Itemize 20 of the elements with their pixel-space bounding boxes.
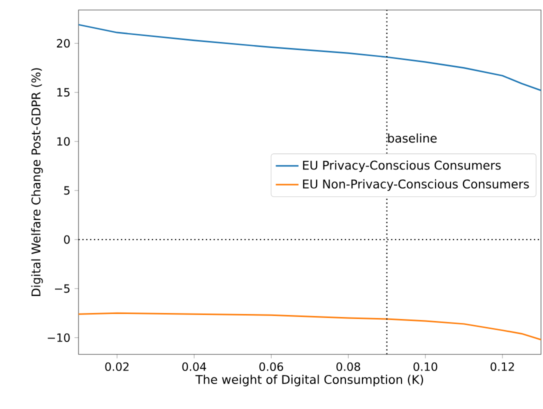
y-tick-label: 10 (57, 137, 70, 146)
x-tick-label: 0.10 (414, 362, 438, 371)
y-tick-label: 15 (57, 88, 70, 96)
x-tick-label: 0.06 (259, 362, 284, 371)
line-series (78, 312, 541, 340)
x-tick-label: 0.04 (182, 362, 206, 371)
y-tick-label: −10 (48, 333, 70, 342)
y-axis-title: Digital Welfare Change Post-GDPR (%) (31, 68, 43, 296)
legend-label: EU Non-Privacy-Conscious Consumers (303, 179, 529, 191)
y-tick-label: 0 (64, 235, 70, 244)
y-tick-label: 20 (56, 38, 70, 48)
y-tick-label: −5 (55, 284, 70, 293)
x-tick-label: 0.12 (490, 362, 514, 371)
legend-label: EU Privacy-Conscious Consumers (303, 160, 501, 172)
x-axis-title: The weight of Digital Consumption (K) (195, 374, 424, 386)
x-tick-label: 0.02 (105, 362, 129, 371)
x-tick-label: 0.08 (336, 362, 360, 371)
ref-line-label: baseline (388, 133, 437, 143)
y-tick-label: 5 (64, 186, 70, 195)
line-series (78, 24, 541, 92)
